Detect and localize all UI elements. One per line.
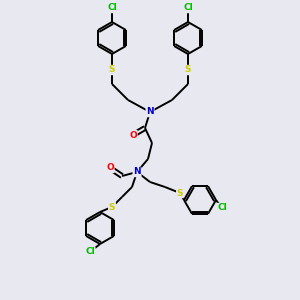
- Text: Cl: Cl: [107, 4, 117, 13]
- Text: Cl: Cl: [85, 248, 95, 256]
- Text: S: S: [185, 65, 191, 74]
- Text: Cl: Cl: [183, 4, 193, 13]
- Text: S: S: [109, 202, 115, 211]
- Text: N: N: [146, 107, 154, 116]
- Text: Cl: Cl: [217, 203, 227, 212]
- Text: O: O: [106, 164, 114, 172]
- Text: S: S: [109, 65, 115, 74]
- Text: S: S: [177, 188, 183, 197]
- Text: N: N: [133, 167, 141, 176]
- Text: O: O: [129, 130, 137, 140]
